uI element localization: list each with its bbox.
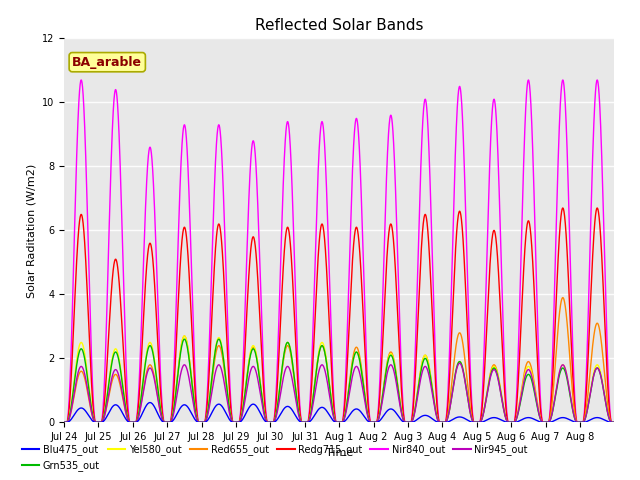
Nir840_out: [60, 420, 68, 425]
Line: Nir945_out: Nir945_out: [64, 363, 614, 422]
Blu475_out: [146, 400, 154, 406]
Redg715_out: [531, 312, 539, 318]
Red655_out: [517, 390, 525, 396]
Line: Redg715_out: Redg715_out: [64, 208, 614, 422]
Line: Nir840_out: Nir840_out: [64, 80, 614, 422]
Yel580_out: [389, 355, 397, 361]
Nir840_out: [611, 420, 618, 425]
Yel580_out: [532, 390, 540, 396]
Nir840_out: [532, 241, 540, 247]
Redg715_out: [360, 320, 367, 325]
Yel580_out: [180, 333, 188, 339]
Line: Grn535_out: Grn535_out: [64, 339, 614, 422]
Text: BA_arable: BA_arable: [72, 56, 142, 69]
Line: Blu475_out: Blu475_out: [64, 403, 614, 422]
Y-axis label: Solar Raditation (W/m2): Solar Raditation (W/m2): [26, 163, 36, 298]
Red655_out: [174, 368, 182, 373]
Redg715_out: [389, 232, 397, 238]
Nir840_out: [389, 132, 397, 138]
Blu475_out: [517, 417, 525, 423]
Redg715_out: [60, 420, 68, 425]
Line: Yel580_out: Yel580_out: [64, 336, 614, 422]
Red655_out: [360, 381, 367, 387]
Red655_out: [60, 420, 68, 425]
Nir840_out: [490, 96, 498, 102]
Red655_out: [559, 295, 566, 300]
Yel580_out: [360, 384, 367, 390]
Legend: Blu475_out, Grn535_out, Yel580_out, Red655_out, Redg715_out, Nir840_out, Nir945_: Blu475_out, Grn535_out, Yel580_out, Red6…: [18, 441, 532, 475]
Blu475_out: [360, 413, 367, 419]
Blu475_out: [174, 409, 182, 415]
Blu475_out: [490, 415, 498, 420]
Nir945_out: [389, 365, 397, 371]
Grn535_out: [611, 420, 618, 425]
Redg715_out: [611, 420, 618, 425]
Red655_out: [611, 420, 618, 425]
Grn535_out: [180, 336, 188, 342]
Nir840_out: [77, 77, 85, 83]
Red655_out: [389, 353, 397, 359]
Nir945_out: [611, 420, 618, 425]
Redg715_out: [593, 205, 601, 211]
Title: Reflected Solar Bands: Reflected Solar Bands: [255, 18, 424, 33]
Yel580_out: [490, 363, 498, 369]
Grn535_out: [490, 365, 498, 371]
Line: Red655_out: Red655_out: [64, 298, 614, 422]
Nir840_out: [517, 247, 525, 252]
Yel580_out: [517, 391, 525, 397]
Grn535_out: [532, 395, 540, 400]
Nir945_out: [490, 367, 498, 372]
Redg715_out: [174, 302, 182, 308]
X-axis label: Time: Time: [326, 448, 353, 457]
Grn535_out: [517, 396, 525, 401]
Red655_out: [531, 387, 539, 393]
Nir945_out: [517, 393, 525, 399]
Nir945_out: [360, 391, 367, 396]
Blu475_out: [611, 420, 618, 425]
Grn535_out: [60, 420, 68, 425]
Yel580_out: [174, 368, 182, 373]
Nir945_out: [60, 420, 68, 425]
Grn535_out: [389, 357, 397, 362]
Redg715_out: [517, 321, 525, 326]
Nir945_out: [174, 385, 182, 391]
Grn535_out: [360, 384, 367, 390]
Yel580_out: [60, 420, 68, 425]
Blu475_out: [60, 420, 68, 425]
Nir840_out: [360, 268, 367, 274]
Redg715_out: [490, 228, 498, 233]
Grn535_out: [174, 370, 182, 375]
Nir945_out: [532, 392, 540, 398]
Blu475_out: [532, 417, 540, 423]
Nir945_out: [456, 360, 463, 366]
Nir840_out: [174, 238, 182, 243]
Yel580_out: [611, 420, 618, 425]
Red655_out: [490, 362, 498, 368]
Blu475_out: [389, 407, 397, 413]
